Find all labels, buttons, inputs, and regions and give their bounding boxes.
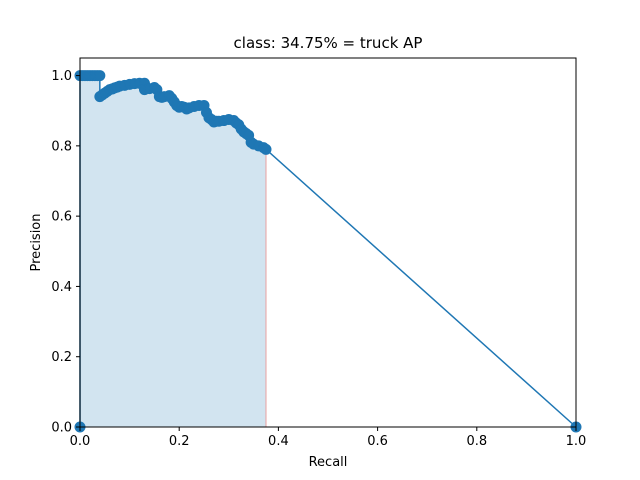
y-axis-ticks: 0.0 0.2 0.4 0.6 0.8 1.0 [51,69,80,436]
y-tick-label: 1.0 [51,69,72,84]
data-point [94,70,106,82]
y-tick-label: 0.6 [51,210,72,225]
x-axis-ticks: 0.0 0.2 0.4 0.6 0.8 1.0 [70,427,587,449]
x-tick-label: 0.2 [169,434,190,449]
y-tick-label: 0.4 [51,280,72,295]
x-tick-label: 0.6 [367,434,388,449]
axes-frame [79,57,577,428]
y-tick-label: 0.8 [51,139,72,154]
plot-area [74,70,582,433]
x-tick-label: 1.0 [566,434,587,449]
x-tick-label: 0.0 [70,434,91,449]
ap-area-fill [80,75,266,428]
x-tick-label: 0.8 [466,434,487,449]
x-axis-label: Recall [309,455,348,470]
y-tick-label: 0.0 [51,421,72,436]
y-tick-label: 0.2 [51,350,72,365]
data-point [260,143,272,155]
y-axis-label: Precision [29,213,44,271]
x-tick-label: 0.4 [268,434,289,449]
chart-title: class: 34.75% = truck AP [234,34,423,52]
